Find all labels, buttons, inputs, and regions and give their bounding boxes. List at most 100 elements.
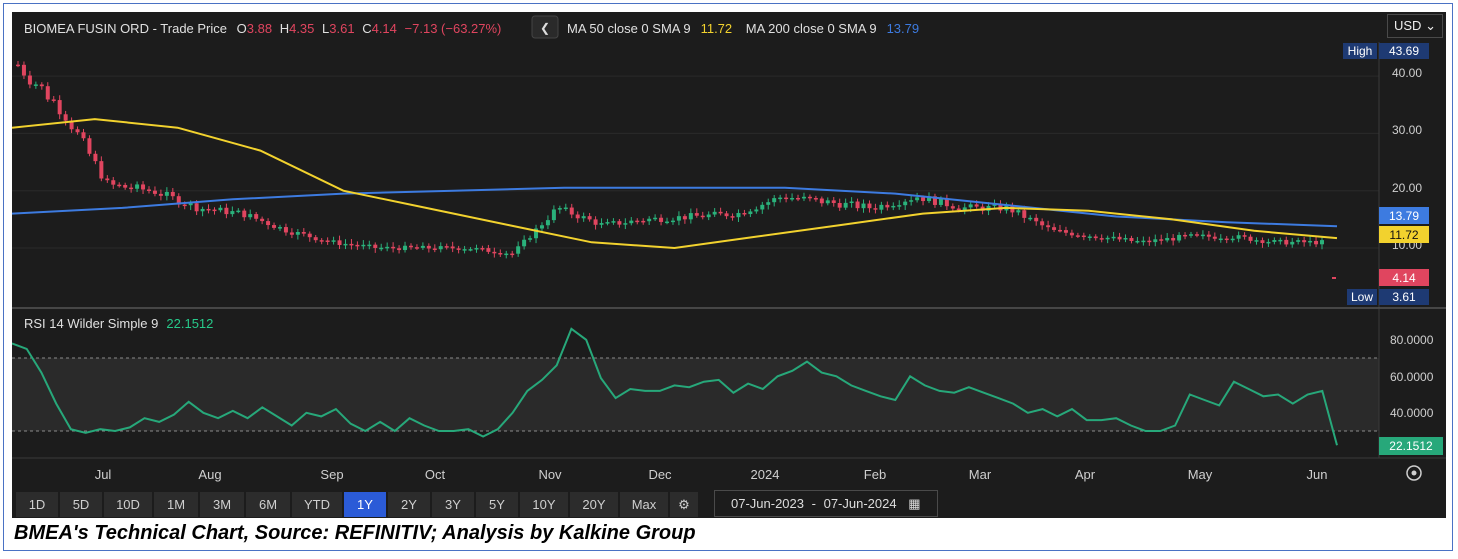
candle bbox=[831, 200, 836, 203]
candle bbox=[212, 209, 217, 212]
range-button[interactable]: Max bbox=[620, 492, 668, 517]
close-value: 4.14 bbox=[372, 21, 397, 36]
candle bbox=[397, 248, 402, 251]
candle bbox=[188, 203, 193, 206]
candle bbox=[927, 196, 932, 202]
candle bbox=[337, 240, 342, 246]
close-label: C bbox=[362, 21, 371, 36]
candle bbox=[647, 218, 652, 222]
candle bbox=[784, 197, 789, 200]
candle bbox=[1314, 240, 1319, 245]
time-label: Apr bbox=[1075, 467, 1096, 482]
candle bbox=[1260, 240, 1265, 243]
candle bbox=[379, 247, 384, 250]
high-label-h: H bbox=[280, 21, 289, 36]
candle bbox=[498, 253, 503, 255]
candle bbox=[796, 198, 801, 200]
candle bbox=[289, 232, 294, 235]
candle bbox=[170, 191, 175, 197]
ma200-label: MA 200 close 0 SMA 9 bbox=[746, 21, 877, 36]
time-label: May bbox=[1188, 467, 1213, 482]
candle bbox=[373, 244, 378, 248]
time-axis-labels: Jul Aug Sep Oct Nov Dec 2024 Feb Mar Apr… bbox=[95, 467, 1328, 482]
high-tag-value: 43.69 bbox=[1389, 44, 1419, 58]
candle bbox=[700, 215, 705, 218]
gear-icon[interactable]: ⚙ bbox=[670, 492, 698, 517]
candle bbox=[843, 202, 848, 208]
candle bbox=[349, 243, 354, 246]
open-value: 3.88 bbox=[247, 21, 272, 36]
high-tag-label-bg bbox=[1343, 43, 1377, 59]
calendar-icon: ▦ bbox=[908, 496, 921, 511]
candle bbox=[93, 153, 98, 162]
candle bbox=[903, 201, 908, 206]
candle bbox=[301, 231, 306, 234]
currency-select[interactable]: USD ⌄ bbox=[1387, 14, 1443, 38]
candle bbox=[1111, 236, 1116, 239]
candle bbox=[748, 211, 753, 215]
range-button-active[interactable]: 1Y bbox=[344, 492, 386, 517]
candle bbox=[391, 246, 396, 249]
candle bbox=[242, 210, 247, 218]
candles bbox=[16, 60, 1324, 259]
candle bbox=[480, 248, 485, 250]
date-range-picker[interactable]: 07-Jun-2023 - 07-Jun-2024 ▦ bbox=[714, 490, 938, 517]
high-tag-bg bbox=[1379, 43, 1429, 59]
candle bbox=[873, 208, 878, 210]
range-button[interactable]: 20Y bbox=[570, 492, 618, 517]
candle bbox=[367, 244, 372, 247]
range-button[interactable]: 3Y bbox=[432, 492, 474, 517]
candle bbox=[450, 246, 455, 249]
candle bbox=[1236, 235, 1241, 239]
time-label: Aug bbox=[198, 467, 221, 482]
range-button[interactable]: 10D bbox=[104, 492, 152, 517]
candle bbox=[516, 246, 521, 254]
candle bbox=[206, 208, 211, 211]
candle bbox=[974, 204, 979, 207]
candle bbox=[766, 202, 771, 205]
candle bbox=[724, 213, 729, 217]
last-candle bbox=[1332, 277, 1336, 279]
ma200-line bbox=[12, 186, 1338, 228]
ma200-value: 13.79 bbox=[887, 21, 920, 36]
range-button[interactable]: 5D bbox=[60, 492, 102, 517]
candle bbox=[444, 246, 449, 248]
candle bbox=[325, 240, 330, 242]
range-button[interactable]: YTD bbox=[292, 492, 342, 517]
candle bbox=[867, 203, 872, 209]
candle bbox=[1194, 234, 1199, 236]
candle bbox=[617, 221, 622, 225]
range-button[interactable]: 6M bbox=[246, 492, 290, 517]
time-label: Sep bbox=[320, 467, 343, 482]
ma50-tag-bg bbox=[1379, 226, 1429, 243]
chart-background bbox=[12, 12, 1446, 518]
candle bbox=[414, 247, 419, 249]
candle bbox=[801, 196, 806, 199]
range-button[interactable]: 1M bbox=[154, 492, 198, 517]
candle bbox=[426, 245, 431, 249]
candle bbox=[27, 75, 32, 85]
candle bbox=[944, 198, 949, 207]
axis-settings-icon[interactable] bbox=[1406, 465, 1422, 481]
ma-legend: MA 50 close 0 SMA 9 11.72 MA 200 close 0 … bbox=[567, 21, 919, 36]
collapse-button[interactable] bbox=[531, 15, 559, 39]
range-button[interactable]: 1D bbox=[16, 492, 58, 517]
low-tag-label-bg bbox=[1347, 289, 1377, 305]
candle bbox=[551, 209, 556, 221]
candle bbox=[1081, 235, 1086, 238]
rsi-legend: RSI 14 Wilder Simple 9 22.1512 bbox=[24, 316, 213, 331]
range-button[interactable]: 10Y bbox=[520, 492, 568, 517]
range-button[interactable]: 5Y bbox=[476, 492, 518, 517]
candle bbox=[730, 216, 735, 218]
ma50-value: 11.72 bbox=[701, 21, 733, 36]
candle bbox=[1034, 217, 1039, 222]
candle bbox=[1284, 239, 1289, 245]
low-label-l: L bbox=[322, 21, 329, 36]
candle bbox=[1105, 237, 1110, 240]
candle bbox=[819, 198, 824, 204]
range-button[interactable]: 2Y bbox=[388, 492, 430, 517]
ma200-tag: 13.79 bbox=[1389, 209, 1419, 223]
candle bbox=[1147, 240, 1152, 243]
candle bbox=[361, 244, 366, 247]
range-button[interactable]: 3M bbox=[200, 492, 244, 517]
